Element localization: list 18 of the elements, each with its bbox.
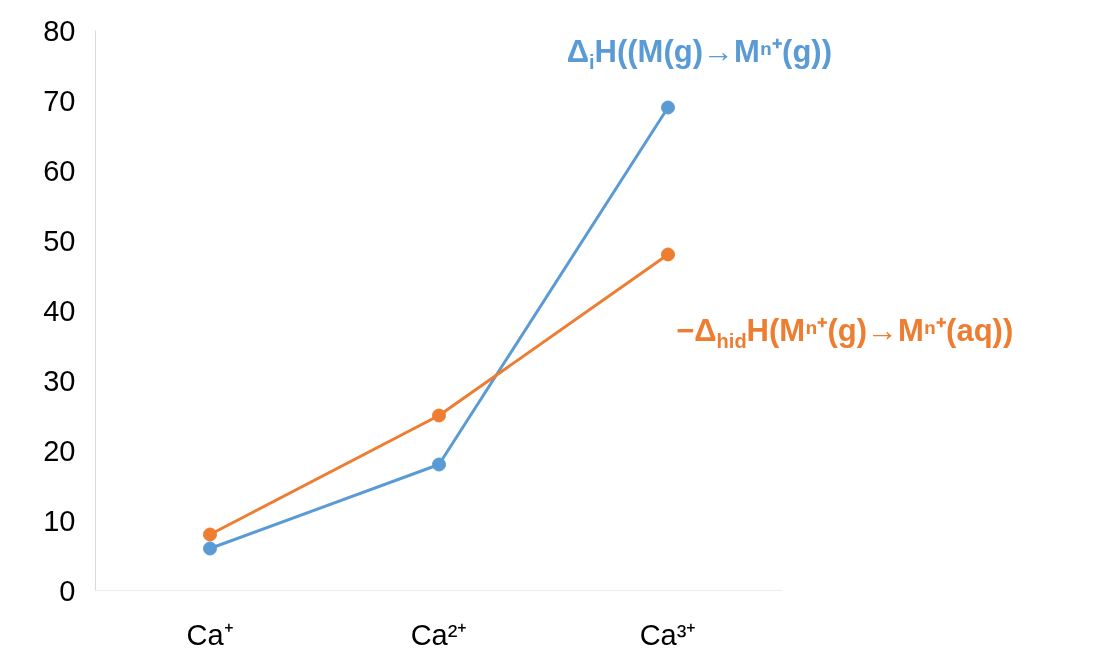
point xyxy=(432,457,446,472)
y-tick-label: 10 xyxy=(43,504,76,537)
x-tick-label: Ca²⁺ xyxy=(410,618,468,651)
y-tick-label: 80 xyxy=(43,14,76,47)
point xyxy=(203,527,217,542)
y-tick-label: 70 xyxy=(43,84,76,117)
x-tick-label: Ca³⁺ xyxy=(639,618,697,651)
y-tick-label: 30 xyxy=(43,364,76,397)
y-tick-label: 40 xyxy=(43,294,76,327)
point xyxy=(203,541,217,556)
x-tick-label: Ca⁺ xyxy=(186,618,234,651)
y-tick-label: 20 xyxy=(43,434,76,467)
point xyxy=(432,408,446,423)
y-tick-label: 0 xyxy=(59,574,76,607)
point xyxy=(661,100,675,115)
y-tick-label: 60 xyxy=(43,154,76,187)
y-tick-label: 50 xyxy=(43,224,76,257)
point xyxy=(661,247,675,262)
